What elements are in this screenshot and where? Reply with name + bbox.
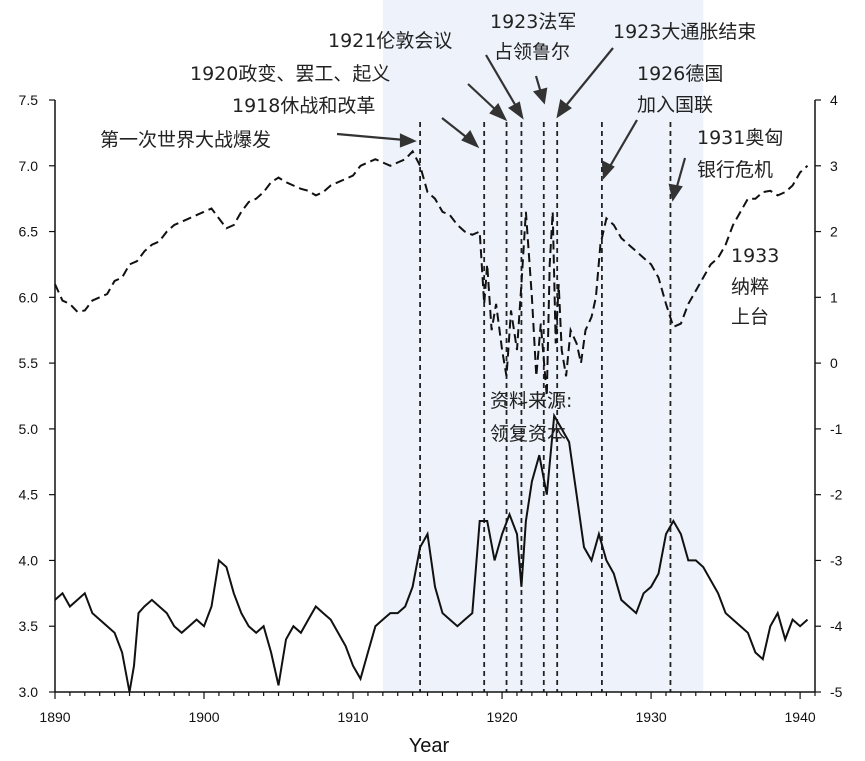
y-left-tick-label-6.5: 6.5 xyxy=(19,224,39,240)
arrowhead-1921 xyxy=(507,101,524,120)
annotation-ww1: 第一次世界大战爆发 xyxy=(100,129,271,151)
annotation-1923-ruhr-1: 1923法军 xyxy=(490,11,576,33)
annotation-1918: 1918休战和改革 xyxy=(232,95,375,117)
y-right-tick-label-3: 3 xyxy=(830,158,838,174)
arrow-1926 xyxy=(608,119,638,169)
x-axis-title: Year xyxy=(409,735,450,757)
arrowhead-1923-inflation xyxy=(556,99,572,119)
series-line-left-axis-solid xyxy=(54,412,809,693)
series-line-right-axis-dashed xyxy=(54,149,809,397)
annotation-1933-1: 1933 xyxy=(731,245,779,267)
x-tick-label-1910: 1910 xyxy=(337,709,368,725)
x-tick-label-1940: 1940 xyxy=(785,709,816,725)
series-layer xyxy=(54,149,809,693)
x-tick-label-1920: 1920 xyxy=(486,709,517,725)
annotation-1926-1: 1926德国 xyxy=(637,63,723,85)
y-right-tick-label--3: -3 xyxy=(830,552,843,568)
y-left-tick-label-4.5: 4.5 xyxy=(19,487,39,503)
arrowhead-1918 xyxy=(461,130,480,149)
annotation-1933-3: 上台 xyxy=(731,306,769,328)
x-tick-label-1900: 1900 xyxy=(188,709,219,725)
annotation-1926-2: 加入国联 xyxy=(637,94,713,116)
axes: 1890 1900 1910 1920 1930 1940 3.0 3.5 4.0 4.5 5.0 5… xyxy=(19,92,843,725)
y-right-tick-label--5: -5 xyxy=(830,684,843,700)
y-right-tick-label-2: 2 xyxy=(830,224,838,240)
arrow-1923-inflation xyxy=(563,47,614,109)
y-right-tick-label--2: -2 xyxy=(830,487,843,503)
annotation-1931-2: 银行危机 xyxy=(697,159,773,181)
arrow-1920 xyxy=(467,83,499,113)
arrowhead-ww1 xyxy=(399,133,417,148)
y-right-tick-label--1: -1 xyxy=(830,421,843,437)
y-left-tick-label-5.5: 5.5 xyxy=(19,355,39,371)
annotation-1933-2: 纳粹 xyxy=(731,276,769,298)
y-left-tick-label-3.0: 3.0 xyxy=(19,684,39,700)
arrow-1921 xyxy=(485,54,518,109)
y-right-tick-label-4: 4 xyxy=(830,92,838,108)
y-left-tick-label-5.0: 5.0 xyxy=(19,421,39,437)
arrowhead-1923-ruhr xyxy=(532,87,548,105)
annotation-1920: 1920政变、罢工、起义 xyxy=(190,63,390,85)
y-left-tick-label-4.0: 4.0 xyxy=(19,552,39,568)
y-right-tick-label-0: 0 xyxy=(830,355,838,371)
y-right-tick-label-1: 1 xyxy=(830,289,838,305)
annotation-1931-1: 1931奥匈 xyxy=(697,127,783,149)
arrowhead-1931 xyxy=(668,183,683,202)
annotation-1921: 1921伦敦会议 xyxy=(328,30,452,52)
y-left-tick-label-7.0: 7.0 xyxy=(19,158,39,174)
annotation-1923-ruhr-2: 占领鲁尔 xyxy=(494,41,570,63)
arrowhead-1920 xyxy=(489,103,508,122)
y-left-tick-label-7.5: 7.5 xyxy=(19,92,39,108)
x-tick-label-1930: 1930 xyxy=(636,709,667,725)
arrowhead-1926 xyxy=(601,160,615,180)
arrow-ww1 xyxy=(336,132,406,142)
event-lines xyxy=(419,122,672,692)
source-note-line2: 领复资本 xyxy=(490,423,566,445)
y-left-tick-label-6.0: 6.0 xyxy=(19,289,39,305)
x-tick-label-1890: 1890 xyxy=(39,709,70,725)
annotation-1923-inflation: 1923大通胀结束 xyxy=(613,21,756,43)
source-note-line1: 资料来源: xyxy=(490,390,572,412)
arrow-1931 xyxy=(674,157,687,191)
y-right-tick-label--4: -4 xyxy=(830,618,843,634)
annotation-arrows xyxy=(336,47,687,202)
y-left-tick-label-3.5: 3.5 xyxy=(19,618,39,634)
